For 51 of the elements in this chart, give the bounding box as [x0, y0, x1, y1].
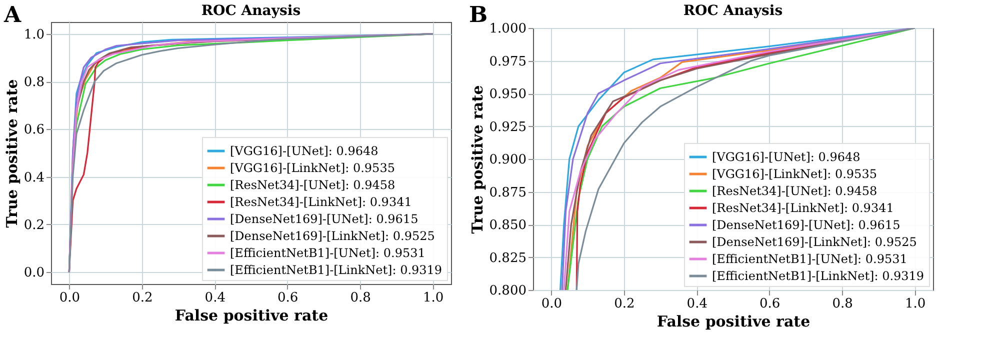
legend-label: [EfficientNetB1]-[LinkNet]: 0.9319 [230, 263, 442, 277]
legend-label: [VGG16]-[LinkNet]: 0.9535 [230, 161, 395, 175]
y-tick-label: 0.850 [489, 218, 526, 233]
legend-label: [DenseNet169]-[LinkNet]: 0.9525 [712, 235, 917, 249]
y-tick-label: 0.6 [24, 122, 44, 138]
legend-label: [ResNet34]-[LinkNet]: 0.9341 [230, 195, 412, 209]
y-tick-label: 1.0 [24, 27, 44, 42]
y-tick-label: 0.0 [24, 266, 44, 281]
y-tick-label: 0.8 [24, 75, 44, 90]
y-tick-label: 0.925 [489, 120, 526, 135]
y-axis-title: True positive rate [2, 79, 21, 228]
legend-label: [EfficientNetB1]-[UNet]: 0.9531 [230, 246, 426, 260]
legend-label: [EfficientNetB1]-[LinkNet]: 0.9319 [712, 269, 924, 283]
x-axis-title: False positive rate [656, 312, 810, 330]
x-tick-label: 1.0 [904, 296, 926, 312]
y-axis-title: True positive rate [468, 85, 486, 234]
y-tick-label: 0.975 [489, 54, 526, 70]
x-tick-label: 1.0 [422, 290, 444, 306]
x-axis-title: False positive rate [174, 306, 328, 324]
legend-label: [VGG16]-[UNet]: 0.9648 [712, 150, 860, 164]
legend-label: [ResNet34]-[UNet]: 0.9458 [712, 184, 878, 198]
legend-label: [ResNet34]-[UNet]: 0.9458 [230, 178, 396, 192]
y-tick-label: 0.4 [24, 170, 44, 186]
legend-label: [EfficientNetB1]-[UNet]: 0.9531 [712, 252, 908, 266]
x-tick-label: 0.2 [614, 296, 635, 312]
legend-label: [DenseNet169]-[UNet]: 0.9615 [230, 212, 418, 226]
x-tick-label: 0.2 [132, 290, 153, 306]
x-tick-label: 0.0 [59, 290, 80, 306]
x-tick-label: 0.8 [350, 290, 371, 306]
legend-label: [DenseNet169]-[LinkNet]: 0.9525 [230, 229, 435, 243]
y-tick-label: 1.000 [489, 22, 526, 36]
legend-label: [VGG16]-[LinkNet]: 0.9535 [712, 167, 877, 181]
x-tick-label: 0.8 [832, 296, 853, 312]
y-tick-label: 0.2 [24, 218, 44, 233]
y-tick-label: 0.800 [489, 284, 526, 298]
x-tick-label: 0.6 [278, 290, 298, 306]
chart-title: ROC Anaysis [201, 3, 301, 19]
x-tick-label: 0.4 [204, 290, 226, 306]
text: A [4, 2, 22, 28]
text: B [469, 2, 488, 28]
y-tick-label: 0.875 [489, 185, 526, 200]
x-tick-label: 0.6 [760, 296, 780, 312]
legend-label: [ResNet34]-[LinkNet]: 0.9341 [712, 201, 894, 215]
chart-title: ROC Anaysis [683, 3, 783, 19]
legend-label: [VGG16]-[UNet]: 0.9648 [230, 144, 378, 158]
x-tick-label: 0.0 [541, 296, 562, 312]
legend-label: [DenseNet169]-[UNet]: 0.9615 [712, 218, 900, 232]
y-tick-label: 0.825 [489, 250, 526, 266]
x-tick-label: 0.4 [686, 296, 708, 312]
y-tick-label: 0.950 [489, 87, 526, 102]
y-tick-label: 0.900 [489, 152, 526, 168]
